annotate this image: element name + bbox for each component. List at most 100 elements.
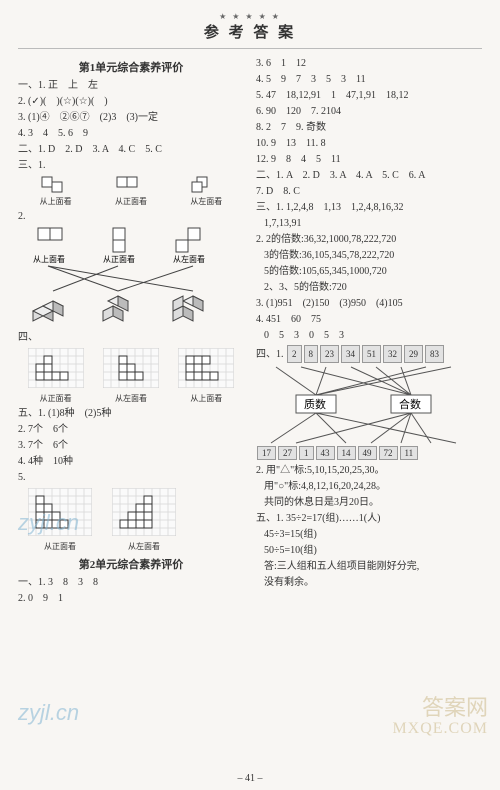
number-box: 23 (320, 345, 339, 363)
r-line-1: 3. 6 1 12 (256, 57, 482, 71)
r-line-6: 10. 9 13 11. 8 (256, 137, 482, 151)
u2-line-2: 2. 0 9 1 (18, 592, 244, 606)
unit1-title: 第1单元综合素养评价 (18, 59, 244, 75)
number-box: 2 (287, 345, 302, 363)
l-sec3-2: 2. (18, 210, 244, 224)
l-line-4: 4. 3 4 5. 6 9 (18, 127, 244, 141)
number-box: 83 (425, 345, 444, 363)
r-sec5-1c: 50÷5=10(组) (256, 544, 482, 558)
header-divider (18, 48, 482, 49)
grid5-front: 从正面看 (28, 488, 92, 552)
grid-front-label: 从正面看 (28, 393, 84, 404)
l-line-3: 3. (1)④ ②⑥⑦ (2)3 (3)一定 (18, 111, 244, 125)
grid-views-row-2: 从正面看 (28, 488, 244, 552)
cube-label-3: 从左面看 (190, 196, 222, 207)
l-sec2: 二、1. D 2. D 3. A 4. C 5. C (18, 143, 244, 157)
match-label-3: 从左面看 (173, 254, 205, 264)
r-line-3: 5. 47 18,12,91 1 47,1,91 18,12 (256, 89, 482, 103)
l-sec5-1: 五、1. (1)8种 (2)5种 (18, 407, 244, 421)
l-sec3-label: 三、1. (18, 159, 244, 173)
matching-diagram: 从上面看 从正面看 从左面看 (18, 226, 244, 329)
watermark-2: zyjl.cn (18, 700, 79, 726)
match-label-2: 从正面看 (103, 255, 135, 264)
number-box: 72 (379, 446, 398, 460)
page-number: – 41 – (238, 773, 263, 784)
r-sec5-1: 五、1. 35÷2=17(组)……1(人) (256, 512, 482, 526)
r-line-5: 8. 2 7 9. 奇数 (256, 121, 482, 135)
l-sec5-2: 2. 7个 6个 (18, 423, 244, 437)
sec1-label: 一、1. (18, 80, 46, 91)
number-box: 43 (316, 446, 335, 460)
sec1-1: 正 上 左 (48, 80, 98, 91)
grid-front-svg (28, 348, 84, 388)
right-column: 3. 6 1 12 4. 5 9 7 3 5 3 11 5. 47 18,12,… (256, 55, 482, 608)
sec5-1: (1)8种 (2)5种 (48, 408, 111, 419)
u2-line-1: 一、1. 3 8 3 8 (18, 576, 244, 590)
l-line-2: 2. (✓)( )(☆)(☆)( ) (18, 95, 244, 109)
cube-label-1: 从上面看 (40, 196, 72, 207)
header-title: 参 考 答 案 (18, 21, 482, 42)
r-sec3-4b: 0 5 3 0 5 3 (256, 329, 482, 343)
grid-left-label: 从左面看 (103, 393, 159, 404)
grid5-left-svg (112, 488, 176, 536)
l-sec5-5: 5. (18, 471, 244, 485)
r-sec3-4a: 4. 451 60 75 (256, 313, 482, 327)
grid5-front-label: 从正面看 (28, 541, 92, 552)
cube-label-2: 从正面看 (115, 196, 147, 207)
r-sec4-label: 四、1. (256, 349, 284, 360)
grid-top-svg (178, 348, 234, 388)
grid5-left-label: 从左面看 (112, 541, 176, 552)
number-box: 11 (400, 446, 419, 460)
cube-svg-3 (191, 176, 221, 194)
number-box: 32 (383, 345, 402, 363)
r-sec3-3: 3. (1)951 (2)150 (3)950 (4)105 (256, 297, 482, 311)
prime-label: 质数 (304, 398, 326, 411)
r-sec3-1b: 1,7,13,91 (256, 217, 482, 231)
r-sec2b: 7. D 8. C (256, 185, 482, 199)
grid-view-top: 从上面看 (178, 348, 234, 404)
r-sec5-1d: 答:三人组和五人组项目能刚好分完, (256, 560, 482, 574)
grid-top-label: 从上面看 (178, 393, 234, 404)
cube-svg-2 (116, 176, 146, 194)
number-box: 27 (278, 446, 297, 460)
grid-view-front: 从正面看 (28, 348, 84, 404)
matching-svg: 从上面看 从正面看 从左面看 (18, 226, 238, 326)
number-box: 1 (299, 446, 314, 460)
watermark-4: MXQE.COM (392, 720, 488, 738)
cube-view-2: 从正面看 (115, 176, 147, 207)
r-sec4-2a: 2. 用"△"标:5,10,15,20,25,30。 (256, 464, 482, 478)
number-box: 49 (358, 446, 377, 460)
grid-view-left: 从左面看 (103, 348, 159, 404)
number-box: 14 (337, 446, 356, 460)
r-sec3-2a: 2. 2的倍数:36,32,1000,78,222,720 (256, 233, 482, 247)
top-numbers-row: 28233451322983 (286, 349, 445, 360)
r-sec4-2b: 用"○"标:4,8,12,16,20,24,28。 (256, 480, 482, 494)
number-box: 34 (341, 345, 360, 363)
r-line-4: 6. 90 120 7. 2104 (256, 105, 482, 119)
cube-svg-1 (41, 176, 71, 194)
r-sec3-1: 三、1. 1,2,4,8 1,13 1,2,4,8,16,32 (256, 201, 482, 215)
l-sec5-3: 3. 7个 6个 (18, 439, 244, 453)
l-sec4-label: 四、 (18, 331, 244, 345)
r-sec3-2c: 5的倍数:105,65,345,1000,720 (256, 265, 482, 279)
header-stars: ★ ★ ★ ★ ★ (18, 12, 482, 21)
r-line-2: 4. 5 9 7 3 5 3 11 (256, 73, 482, 87)
grid5-left: 从左面看 (112, 488, 176, 552)
l-sec5-4: 4. 4种 10种 (18, 455, 244, 469)
number-box: 51 (362, 345, 381, 363)
r-sec4-row: 四、1. 28233451322983 (256, 345, 482, 363)
r-sec2: 二、1. A 2. D 3. A 4. A 5. C 6. A (256, 169, 482, 183)
grid-left-svg (103, 348, 159, 388)
r-sec5-1b: 45÷3=15(组) (256, 528, 482, 542)
l-line-1: 一、1. 正 上 左 (18, 79, 244, 93)
number-box: 29 (404, 345, 423, 363)
r-sec4-2c: 共同的休息日是3月20日。 (256, 496, 482, 510)
content-columns: 第1单元综合素养评价 一、1. 正 上 左 2. (✓)( )(☆)(☆)( )… (18, 55, 482, 608)
r-sec5-1e: 没有剩余。 (256, 576, 482, 590)
number-box: 17 (257, 446, 276, 460)
r-sec3-2d: 2、3、5的倍数:720 (256, 281, 482, 295)
match-label-1: 从上面看 (33, 255, 65, 264)
cube-view-1: 从上面看 (40, 176, 72, 207)
page-header: ★ ★ ★ ★ ★ 参 考 答 案 (18, 12, 482, 42)
grid-views-row: 从正面看 从左面看 (18, 348, 244, 404)
